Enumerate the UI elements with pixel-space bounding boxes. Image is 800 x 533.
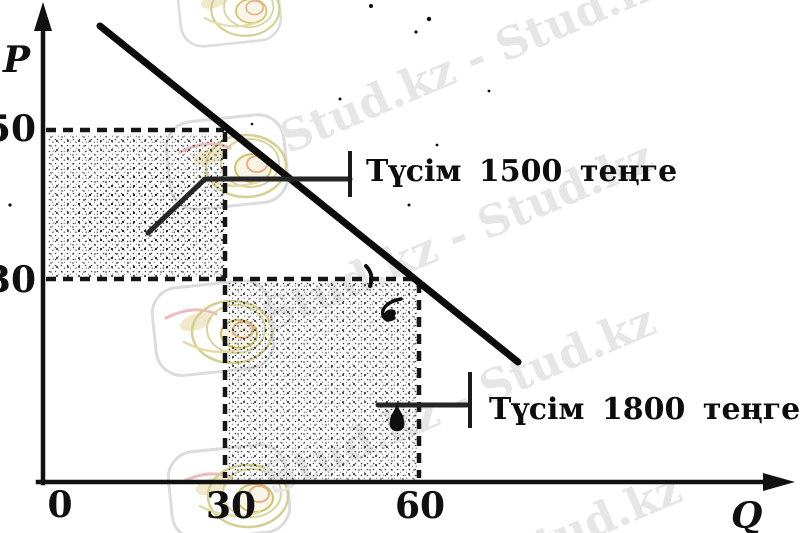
ink-droplet bbox=[389, 404, 405, 432]
speck bbox=[338, 97, 342, 101]
y-axis-label: P bbox=[2, 39, 31, 81]
speck bbox=[426, 16, 432, 22]
x-tick-60: 60 bbox=[395, 485, 445, 527]
speck bbox=[435, 143, 439, 147]
x-axis-label: Q bbox=[731, 495, 762, 533]
ink-squiggle bbox=[364, 264, 374, 288]
scan-artifacts bbox=[8, 4, 491, 432]
speck bbox=[487, 89, 491, 93]
callout-1500-line bbox=[145, 176, 353, 236]
shaded-clump bbox=[75, 166, 225, 270]
y-axis-arrow-icon bbox=[34, 2, 52, 31]
speck bbox=[369, 4, 373, 8]
speck bbox=[250, 122, 254, 126]
axes bbox=[34, 2, 795, 491]
speck bbox=[414, 30, 418, 34]
callout-1500-leader bbox=[145, 151, 353, 236]
labels: P Q 50 30 0 30 60 Түсім 1500 теңге Түсім… bbox=[0, 39, 800, 533]
ink-blob bbox=[384, 309, 396, 319]
callout-1500-label: Түсім 1500 теңге bbox=[366, 154, 677, 189]
y-tick-30: 30 bbox=[0, 259, 36, 301]
dashed-guides bbox=[46, 127, 422, 478]
ink-hook bbox=[380, 297, 403, 322]
x-tick-30: 30 bbox=[206, 485, 256, 527]
callout-1800-label: Түсім 1800 теңге bbox=[489, 392, 800, 427]
x-tick-0: 0 bbox=[47, 484, 72, 526]
studkz-logo-watermark bbox=[174, 0, 285, 50]
x-axis-arrow-icon bbox=[763, 473, 795, 491]
y-tick-50: 50 bbox=[0, 108, 36, 150]
speck bbox=[407, 203, 411, 207]
speck bbox=[8, 203, 12, 207]
callout-1800-leader bbox=[375, 372, 472, 428]
watermark-text: Stud.kz - Stud.kz bbox=[272, 0, 679, 164]
demand-line bbox=[96, 22, 522, 366]
